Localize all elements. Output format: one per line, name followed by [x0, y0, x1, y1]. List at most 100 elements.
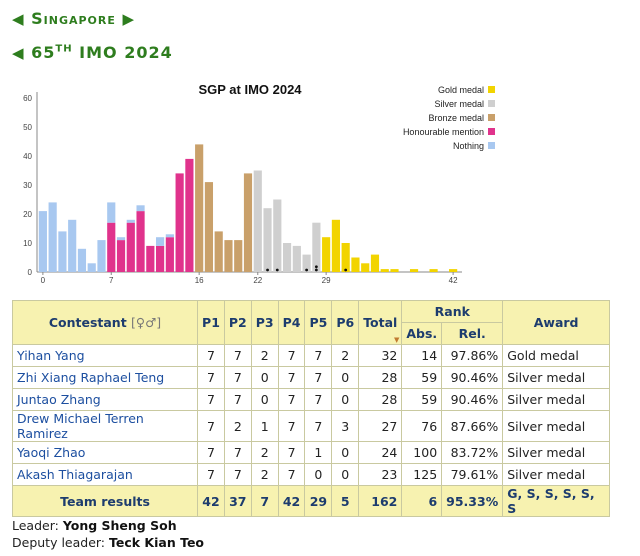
award-header[interactable]: Award [502, 300, 610, 345]
problem-score-cell: 42 [277, 485, 306, 517]
leader-name: Yong Sheng Soh [62, 518, 177, 533]
contestant-name-link[interactable]: Zhi Xiang Raphael Teng [11, 366, 199, 389]
legend-label: Gold medal [438, 85, 484, 95]
award-cell: Silver medal [502, 463, 610, 486]
rank-rel-cell: 90.46% [441, 366, 504, 389]
p5-header[interactable]: P5 [304, 300, 333, 345]
problem-score-cell: 42 [197, 485, 225, 517]
legend-swatch [488, 114, 495, 121]
bar-hm-9 [126, 222, 135, 272]
problem-score-cell: 7 [277, 366, 306, 389]
contestant-name-link[interactable]: Akash Thiagarajan [11, 463, 199, 486]
bar-4 [77, 248, 87, 272]
bar-28 [312, 222, 321, 272]
problem-score-cell: 0 [331, 463, 360, 486]
problem-score-cell: 2 [331, 344, 360, 367]
bar-27 [302, 254, 311, 272]
bar-25 [282, 243, 292, 272]
y-tick-label: 30 [23, 181, 32, 190]
total-score-cell: 24 [358, 441, 403, 464]
rank-abs-header[interactable]: Abs. [401, 322, 443, 345]
event-nav: ◀ 65TH IMO 2024 [12, 43, 173, 62]
problem-score-cell: 7 [277, 410, 306, 442]
bars [38, 144, 458, 272]
contestant-markers [266, 265, 348, 272]
bar-hm-10 [136, 211, 145, 272]
problem-score-cell: 2 [250, 463, 279, 486]
total-score-cell: 23 [358, 463, 403, 486]
contestant-name-link[interactable]: Yihan Yang [11, 344, 199, 367]
contestant-name-link[interactable]: Drew Michael Terren Ramirez [11, 410, 199, 442]
chart-legend: Gold medal Silver medal Bronze medal Honour… [403, 85, 495, 151]
y-axis: 0 10 20 30 40 50 60 [23, 92, 38, 277]
problem-score-cell: 29 [304, 485, 333, 517]
problem-score-cell: 7 [250, 485, 279, 517]
p4-header[interactable]: P4 [277, 300, 306, 345]
rank-rel-header[interactable]: Rel. [441, 322, 504, 345]
problem-score-cell: 7 [304, 344, 333, 367]
contestant-name-link[interactable]: Yaoqi Zhao [11, 441, 199, 464]
y-tick-label: 20 [23, 210, 32, 219]
problem-score-cell: 7 [277, 441, 306, 464]
rank-rel-cell: 87.66% [441, 410, 504, 442]
p2-header[interactable]: P2 [223, 300, 252, 345]
rank-rel-cell: 79.61% [441, 463, 504, 486]
contestant-marker [314, 268, 318, 272]
contestant-header[interactable]: Contestant [♀♂] [11, 300, 199, 345]
bar-5 [87, 263, 96, 272]
p3-header[interactable]: P3 [250, 300, 279, 345]
bar-15 [185, 158, 194, 272]
country-title[interactable]: Singapore [31, 9, 116, 28]
p1-header[interactable]: P1 [197, 300, 225, 345]
contestant-name-link[interactable]: Juntao Zhang [11, 388, 199, 411]
y-tick-label: 60 [23, 94, 32, 103]
bar-36 [390, 269, 399, 272]
problem-score-cell: 0 [250, 366, 279, 389]
bar-nothing-8 [116, 237, 126, 241]
deputy-leader-line: Deputy leader: Teck Kian Teo [12, 535, 205, 550]
total-header[interactable]: Total ▼ [358, 300, 403, 345]
bar-2 [58, 231, 67, 272]
legend-swatch [488, 86, 495, 93]
left-arrow-icon[interactable]: ◀ [12, 44, 25, 62]
problem-score-cell: 0 [304, 463, 333, 486]
problem-score-cell: 5 [331, 485, 360, 517]
problem-score-cell: 2 [250, 441, 279, 464]
legend-swatch [488, 100, 495, 107]
contestant-marker [266, 268, 269, 272]
right-arrow-icon[interactable]: ▶ [122, 10, 136, 28]
bar-42 [449, 269, 458, 272]
legend-label: Nothing [453, 141, 484, 151]
event-title[interactable]: 65TH IMO 2024 [31, 43, 173, 62]
bar-18 [214, 231, 223, 272]
bar-nothing-9 [126, 219, 135, 223]
left-arrow-icon[interactable]: ◀ [12, 10, 25, 28]
problem-score-cell: 0 [331, 388, 360, 411]
bar-hm-8 [116, 240, 126, 272]
award-cell: G, S, S, S, S, S [502, 485, 610, 517]
gender-symbols-icon[interactable]: [♀♂] [131, 315, 162, 330]
bar-0 [38, 211, 47, 272]
rank-abs-cell: 125 [401, 463, 443, 486]
contestant-marker [314, 265, 318, 269]
bar-30 [331, 219, 340, 272]
total-score-cell: 32 [358, 344, 403, 367]
table-row: Juntao Zhang 7 7 0 7 7 0 28 59 90.46% Silver medal [11, 388, 610, 411]
team-results-label: Team results [11, 485, 199, 517]
rank-rel-cell: 90.46% [441, 388, 504, 411]
problem-score-cell: 7 [197, 463, 225, 486]
total-score-cell: 27 [358, 410, 403, 442]
x-tick-label: 0 [41, 276, 46, 285]
table-row: Zhi Xiang Raphael Teng 7 7 0 7 7 0 28 59 90.46% Si… [11, 366, 610, 389]
sort-desc-icon[interactable]: ▼ [393, 336, 400, 344]
bar-16 [195, 144, 204, 272]
legend-swatch [488, 142, 495, 149]
bar-26 [292, 245, 301, 272]
bar-3 [68, 219, 77, 272]
problem-score-cell: 1 [304, 441, 333, 464]
problem-score-cell: 2 [250, 344, 279, 367]
bar-14 [175, 173, 184, 272]
bar-1 [48, 202, 57, 272]
bar-31 [341, 243, 350, 272]
p6-header[interactable]: P6 [331, 300, 360, 345]
